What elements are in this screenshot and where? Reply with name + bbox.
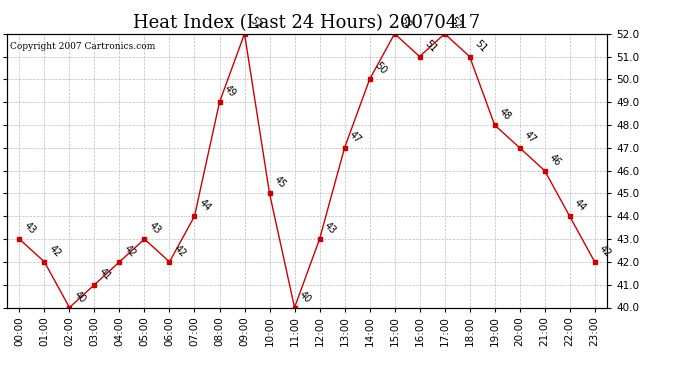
Text: 51: 51 xyxy=(422,38,438,54)
Text: 52: 52 xyxy=(397,15,413,31)
Text: 51: 51 xyxy=(473,38,489,54)
Text: 41: 41 xyxy=(97,266,113,282)
Text: 44: 44 xyxy=(573,198,588,213)
Text: 43: 43 xyxy=(322,220,338,236)
Text: 42: 42 xyxy=(122,243,138,259)
Text: 52: 52 xyxy=(447,15,463,31)
Text: 40: 40 xyxy=(72,289,88,305)
Text: 46: 46 xyxy=(547,152,563,168)
Text: 42: 42 xyxy=(172,243,188,259)
Text: 45: 45 xyxy=(273,175,288,190)
Text: 44: 44 xyxy=(197,198,213,213)
Text: 47: 47 xyxy=(522,129,538,145)
Title: Heat Index (Last 24 Hours) 20070417: Heat Index (Last 24 Hours) 20070417 xyxy=(133,14,481,32)
Text: 40: 40 xyxy=(297,289,313,305)
Text: 52: 52 xyxy=(247,15,263,31)
Text: 47: 47 xyxy=(347,129,363,145)
Text: 42: 42 xyxy=(598,243,613,259)
Text: Copyright 2007 Cartronics.com: Copyright 2007 Cartronics.com xyxy=(10,42,155,51)
Text: 48: 48 xyxy=(497,106,513,122)
Text: 42: 42 xyxy=(47,243,63,259)
Text: 49: 49 xyxy=(222,84,238,99)
Text: 43: 43 xyxy=(22,220,38,236)
Text: 43: 43 xyxy=(147,220,163,236)
Text: 50: 50 xyxy=(373,61,388,76)
